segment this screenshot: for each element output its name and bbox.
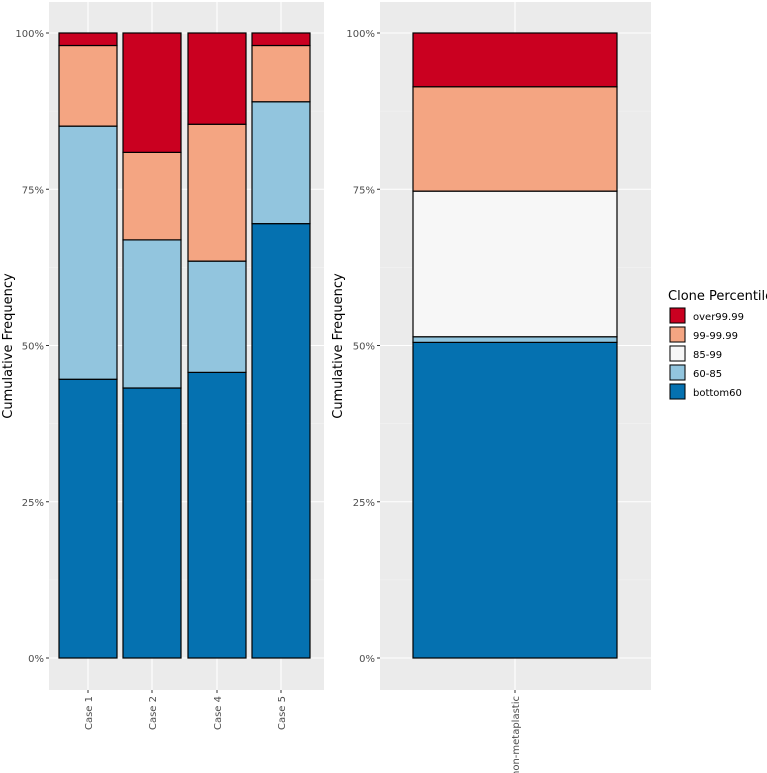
- legend-swatch-bottom60: [669, 383, 686, 400]
- legend-swatch-85-99: [669, 345, 686, 362]
- bar-segment-99-99.99: [122, 151, 182, 241]
- bar-segment-bottom60: [412, 341, 618, 659]
- x-tick-label: non-metaplastic: [511, 696, 522, 773]
- y-tick-label: 25%: [22, 498, 44, 509]
- bar-segment-85-99: [412, 190, 618, 338]
- bar-segment-bottom60: [251, 223, 311, 659]
- bar-segment-over99.99: [251, 32, 311, 47]
- bar-segment-60-85: [412, 336, 618, 343]
- legend-label: bottom60: [693, 388, 742, 399]
- x-tick-label: Case 2: [148, 696, 159, 730]
- bar-segment-99-99.99: [187, 123, 247, 262]
- legend: Clone Percentile over99.99 99-99.99 85-99 6…: [668, 289, 767, 400]
- x-tick-label: Case 1: [84, 696, 95, 730]
- bar-segment-over99.99: [122, 32, 182, 153]
- legend-swatch-over99.99: [669, 307, 686, 324]
- y-tick-label: 25%: [353, 498, 375, 509]
- y-tick-label: 75%: [22, 185, 44, 196]
- bar-segment-60-85: [122, 239, 182, 389]
- legend-label: over99.99: [693, 312, 744, 323]
- bar-segment-60-85: [187, 260, 247, 373]
- y-axis-title: Cumulative Frequency: [1, 273, 16, 419]
- x-tick-label: Case 5: [277, 696, 288, 730]
- legend-label: 99-99.99: [693, 331, 738, 342]
- bar-segment-over99.99: [412, 32, 618, 88]
- bar-segment-over99.99: [58, 32, 118, 47]
- legend-title: Clone Percentile: [668, 289, 767, 304]
- y-axis-title: Cumulative Frequency: [331, 273, 346, 419]
- left-chart-panel: 0% 25% 50% 75% 100% Case 1 Case 2 Case 4 Case 5 C…: [1, 2, 324, 730]
- y-tick-label: 100%: [346, 29, 375, 40]
- bar-segment-60-85: [58, 125, 118, 380]
- bar-segment-bottom60: [58, 378, 118, 659]
- bar-segment-99-99.99: [251, 44, 311, 103]
- y-tick-label: 50%: [353, 342, 375, 353]
- bar-segment-99-99.99: [58, 44, 118, 127]
- y-tick-label: 0%: [359, 654, 375, 665]
- legend-swatch-60-85: [669, 364, 686, 381]
- bar-segment-99-99.99: [412, 86, 618, 192]
- y-tick-label: 0%: [28, 654, 44, 665]
- legend-label: 60-85: [693, 369, 722, 380]
- y-tick-label: 100%: [15, 29, 44, 40]
- y-tick-label: 50%: [22, 342, 44, 353]
- bar-segment-over99.99: [187, 32, 247, 125]
- bar-segment-bottom60: [187, 371, 247, 659]
- x-tick-label: Case 4: [213, 696, 224, 730]
- y-tick-label: 75%: [353, 185, 375, 196]
- legend-label: 85-99: [693, 350, 722, 361]
- bar-segment-bottom60: [122, 387, 182, 659]
- legend-swatch-99-99.99: [669, 326, 686, 343]
- bar-segment-60-85: [251, 101, 311, 225]
- right-chart-panel: 0% 25% 50% 75% 100% non-metaplastic Cumulative…: [331, 2, 651, 773]
